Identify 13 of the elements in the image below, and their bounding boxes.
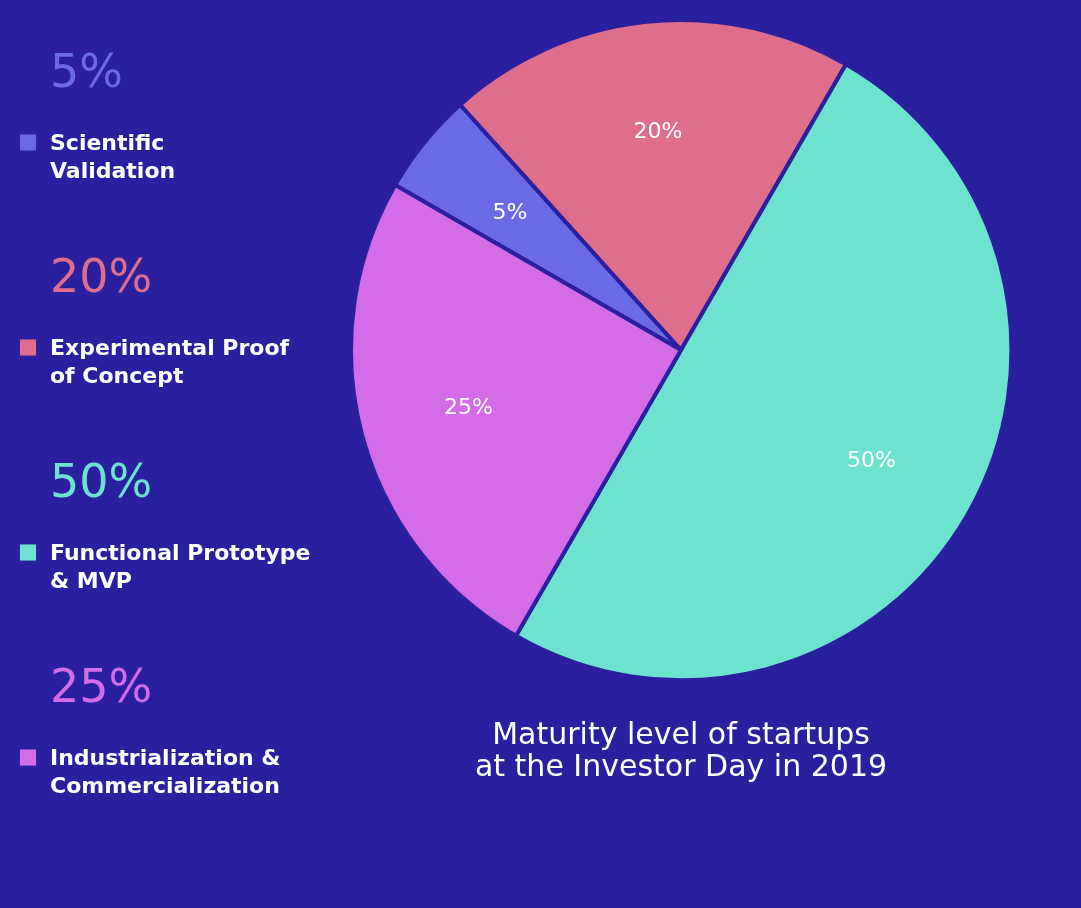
text: 5%	[50, 43, 123, 98]
legend-label: Experimental Proof of Concept	[50, 334, 290, 388]
legend-label: Scientific Validation	[50, 129, 176, 183]
text: 20%	[50, 248, 153, 303]
data-label: 25%	[50, 658, 153, 713]
data-label: 50%	[847, 447, 896, 472]
data-label: 5%	[492, 198, 528, 224]
text: 25%	[444, 393, 493, 419]
legend-label: Industrialization & Commercialization	[50, 744, 281, 798]
data-label: 20%	[633, 118, 683, 144]
legend-label: Functional Prototype & MVP	[50, 539, 311, 593]
text: Maturity level of startups at the Investor Day in 2019	[474, 716, 888, 783]
text: 50%	[50, 453, 153, 508]
